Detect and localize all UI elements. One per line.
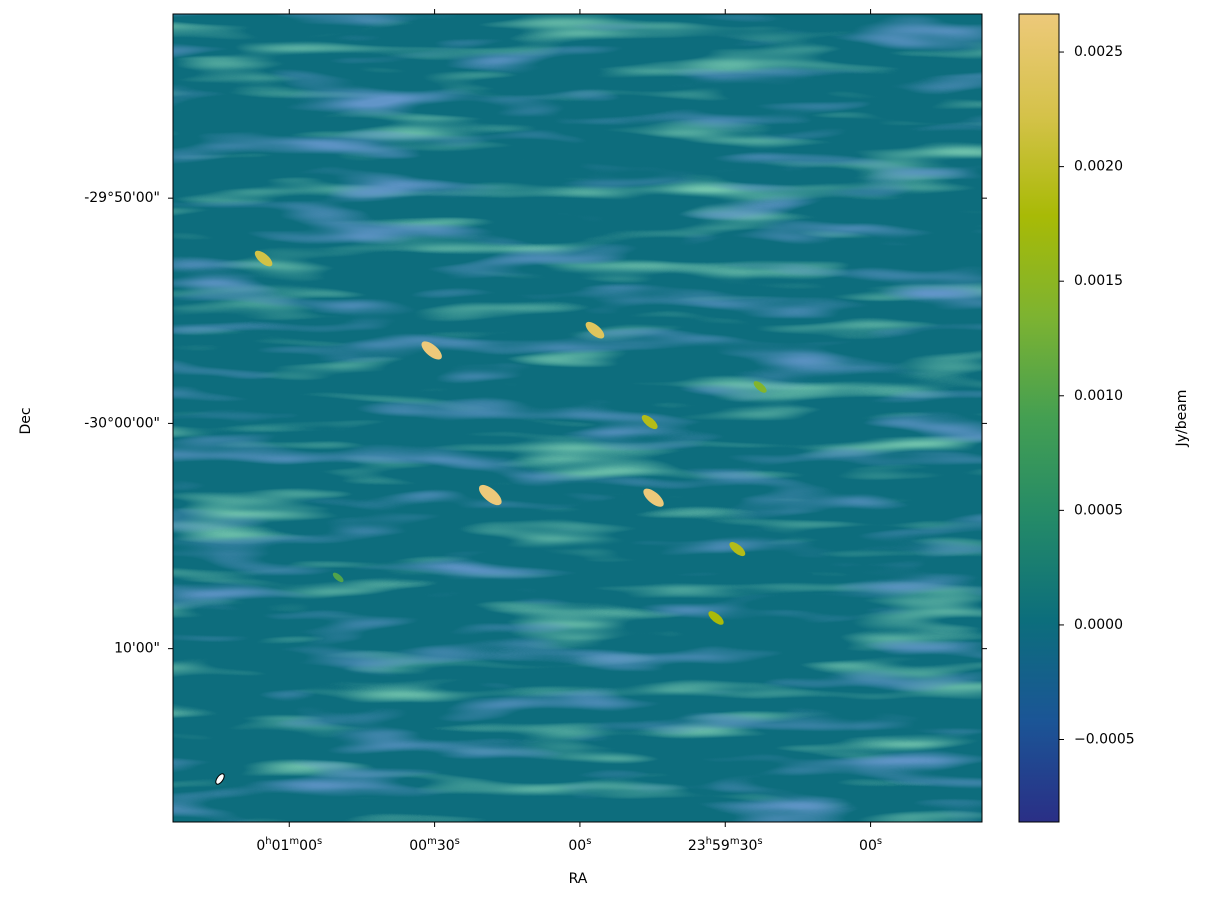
- x-tick-label: 00s: [859, 836, 882, 855]
- y-tick-label: 10'00": [114, 641, 160, 657]
- colorbar-label: Jy/beam: [1174, 390, 1190, 448]
- x-tick-label-part: 23: [688, 838, 706, 854]
- x-tick-label-part: s: [455, 836, 460, 847]
- colorbar-tick-label: 0.0000: [1074, 617, 1123, 633]
- x-axis-label: RA: [569, 871, 588, 887]
- x-tick-label-part: h: [706, 836, 712, 847]
- colorbar-tick-label: 0.0005: [1074, 502, 1123, 518]
- source: [729, 542, 746, 557]
- colorbar: [1019, 14, 1059, 822]
- image-noise: [173, 14, 982, 822]
- x-tick-label-part: m: [289, 836, 299, 847]
- source: [641, 415, 658, 430]
- x-tick-label-part: h: [265, 836, 271, 847]
- colorbar-frame: [1018, 13, 1060, 823]
- source: [421, 341, 442, 360]
- colorbar-tick-label: −0.0005: [1074, 732, 1135, 748]
- colorbar-tick-label: 0.0015: [1074, 273, 1123, 289]
- image: [173, 14, 982, 822]
- x-tick-label-part: 00: [568, 838, 586, 854]
- source: [478, 484, 502, 506]
- x-tick-label-part: 30: [437, 838, 455, 854]
- x-tick-label-part: 00: [299, 838, 317, 854]
- source: [753, 381, 767, 393]
- x-tick-label-part: m: [730, 836, 740, 847]
- x-tick-label-part: 00: [859, 838, 877, 854]
- x-tick-label-part: 01: [272, 838, 290, 854]
- x-tick-label: 00m30s: [409, 836, 460, 855]
- x-tick-label: 0h01m00s: [256, 836, 322, 855]
- source: [708, 611, 724, 625]
- y-tick-label: -30°00'00": [84, 415, 160, 431]
- source: [254, 250, 273, 267]
- x-tick-label-part: s: [877, 836, 882, 847]
- source: [585, 321, 605, 339]
- y-tick-label: -29°50'00": [84, 190, 160, 206]
- x-tick-label-part: 0: [256, 838, 265, 854]
- x-tick-label-part: 59: [712, 838, 730, 854]
- x-tick-label-part: s: [586, 836, 591, 847]
- x-tick-label-part: 30: [740, 838, 758, 854]
- plot-frame: [172, 13, 983, 823]
- x-tick-label: 00s: [568, 836, 591, 855]
- source: [332, 572, 344, 583]
- x-tick-label-part: m: [427, 836, 437, 847]
- x-tick-label: 23h59m30s: [688, 836, 763, 855]
- colorbar-tick-label: 0.0010: [1074, 388, 1123, 404]
- x-tick-label-part: s: [317, 836, 322, 847]
- x-tick-label-part: s: [757, 836, 762, 847]
- colorbar-tick-label: 0.0020: [1074, 159, 1123, 175]
- x-tick-label-part: 00: [409, 838, 427, 854]
- colorbar-tick-label: 0.0025: [1074, 44, 1123, 60]
- source: [643, 488, 664, 507]
- y-axis-label: Dec: [18, 407, 34, 434]
- beam: [215, 773, 225, 785]
